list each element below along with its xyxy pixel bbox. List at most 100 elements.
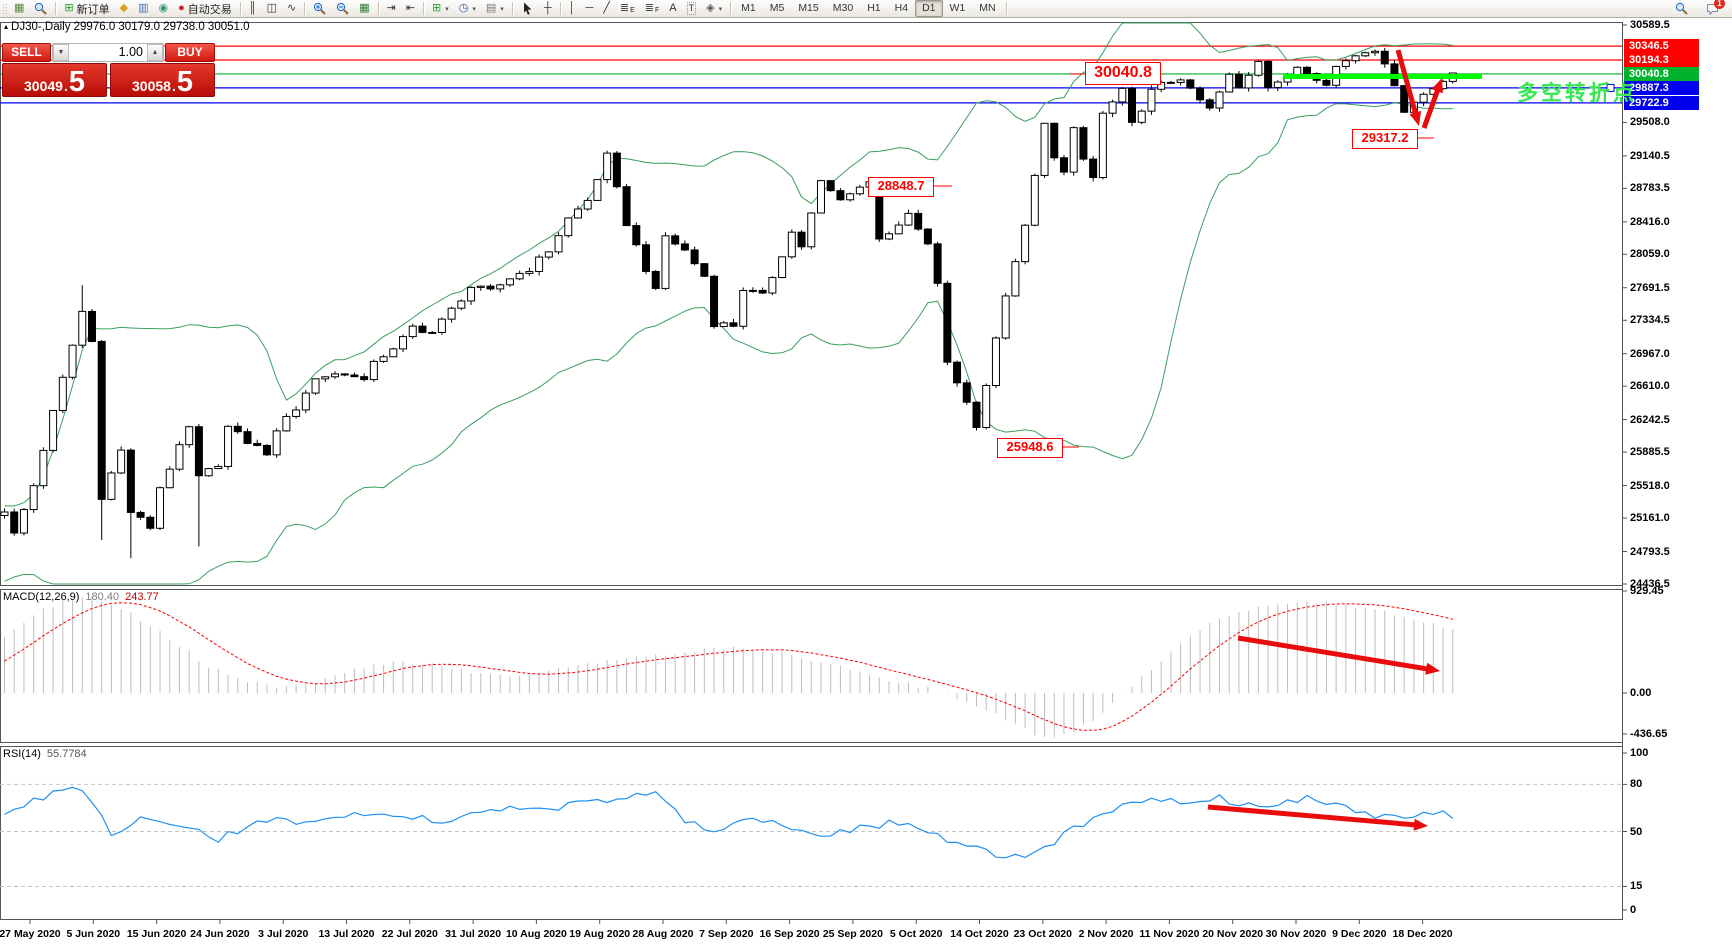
styles-bucket-icon[interactable]: ◆	[115, 0, 133, 18]
crosshair-icon[interactable]: ┼	[539, 0, 557, 18]
date-axis-label: 23 Oct 2020	[1013, 928, 1072, 940]
date-axis-label: 3 Jul 2020	[258, 928, 309, 940]
new-order-button[interactable]: ⊞ 新订单	[59, 0, 114, 18]
signals-icon[interactable]: ◉	[154, 0, 174, 18]
chart-shift-icon-glyph: ⇤	[405, 2, 416, 14]
timeframe-button-m15[interactable]: M15	[798, 2, 819, 14]
macd-name: MACD(12,26,9)	[3, 591, 80, 603]
date-axis-label: 20 Nov 2020	[1202, 928, 1264, 940]
date-axis-label: 19 Aug 2020	[569, 928, 631, 940]
chart-title: ▴ DJ30-,Daily 29976.0 30179.0 29738.0 300…	[4, 21, 250, 33]
cursor-icon[interactable]	[516, 0, 539, 18]
text-icon-glyph: A	[669, 2, 677, 14]
volume-input[interactable]: 1.00	[118, 45, 143, 59]
timeframe-button-h1[interactable]: H1	[867, 2, 881, 14]
text-label-icon[interactable]: T	[682, 0, 702, 18]
trendline-icon[interactable]: ╱	[598, 0, 615, 18]
price-annotation[interactable]: 30040.8	[1085, 62, 1161, 85]
search-icon[interactable]	[1670, 0, 1693, 18]
buy-button[interactable]: BUY	[165, 43, 215, 62]
buy-price-display[interactable]: 30058. 5	[110, 63, 215, 97]
date-axis-label: 13 Jul 2020	[318, 928, 375, 940]
sell-button[interactable]: SELL	[2, 43, 51, 62]
text-label-icon-glyph: T	[686, 2, 697, 15]
price-axis-tick: 25885.5	[1630, 446, 1670, 459]
ohlc-bars-icon[interactable]: ║	[244, 0, 262, 18]
timeframe-button-m5[interactable]: M5	[769, 2, 785, 14]
timeframe-button-d1[interactable]: D1	[915, 0, 943, 17]
buy-price-dot: .	[171, 78, 176, 94]
sell-price-dot: .	[63, 78, 68, 94]
templates-icon-glyph: ▤	[485, 2, 497, 14]
shapes-icon[interactable]: ◈ ▾	[706, 2, 723, 14]
price-axis-tick: 29508.0	[1630, 116, 1670, 129]
horizontal-line-icon[interactable]: ─	[580, 0, 598, 18]
date-axis-label: 18 Dec 2020	[1392, 928, 1453, 940]
sell-price-display[interactable]: 30049. 5	[2, 63, 107, 97]
rsi-axis-tick: 15	[1630, 880, 1643, 893]
date-axis-label: 31 Jul 2020	[445, 928, 502, 940]
price-axis-tick: 27334.5	[1630, 314, 1670, 327]
templates-icon[interactable]: ▤ ▾	[485, 2, 504, 14]
level-price-label: 29722.9	[1624, 95, 1699, 110]
auto-scroll-icon[interactable]: ⇥	[382, 0, 401, 18]
date-axis-label: 2 Nov 2020	[1078, 928, 1134, 940]
candlestick-chart-icon[interactable]: ◫	[262, 0, 282, 18]
vertical-line-icon[interactable]: │	[564, 0, 581, 18]
zoom-in-icon[interactable]	[308, 0, 331, 18]
level-price-label: 30346.5	[1624, 39, 1699, 54]
price-annotation[interactable]: 25948.6	[997, 438, 1063, 458]
price-axis-tick: 30589.5	[1630, 19, 1670, 31]
signals-icon-glyph: ◉	[158, 2, 169, 14]
new-order-button-label: 新订单	[76, 3, 110, 16]
tile-windows-icon-glyph: ▦	[359, 2, 370, 14]
macd-indicator-label: MACD(12,26,9) 180.40 243.77	[3, 591, 159, 603]
date-axis-label: 30 Nov 2020	[1265, 928, 1327, 940]
depth-of-market-icon[interactable]: ▥	[133, 0, 153, 18]
date-axis-label: 27 May 2020	[0, 928, 61, 940]
timeframe-button-mn[interactable]: MN	[979, 2, 996, 14]
price-axis-tick: 24793.5	[1630, 545, 1670, 558]
sell-price-frac: 5	[68, 66, 85, 98]
text-icon[interactable]: A	[664, 0, 681, 18]
add-indicator-icon-glyph: ⊞	[432, 2, 442, 14]
toolbar-grip[interactable]	[2, 2, 7, 15]
level-price-label: 30040.8	[1624, 66, 1699, 81]
date-axis-label: 16 Sep 2020	[759, 928, 820, 940]
fibo-retracement-icon[interactable]: ≣ E	[619, 2, 635, 15]
chart-window-icon[interactable]: ▦	[9, 0, 29, 18]
periods-icon[interactable]: ◷ ▾	[458, 2, 476, 14]
timeframe-button-w1[interactable]: W1	[949, 2, 966, 14]
timeframe-button-m1[interactable]: M1	[741, 2, 756, 14]
macd-value: 180.40	[85, 591, 120, 603]
chinese-note-text[interactable]: 多空转折点	[1517, 82, 1637, 105]
macd-signal-value: 243.77	[125, 591, 159, 603]
candlestick-chart-icon-glyph: ◫	[266, 2, 277, 14]
price-axis-tick: 26967.0	[1630, 347, 1670, 360]
data-preview-icon[interactable]	[29, 0, 52, 18]
line-chart-icon-glyph: ∿	[286, 2, 297, 14]
price-annotation[interactable]: 28848.7	[868, 177, 934, 197]
zoom-out-icon[interactable]	[331, 0, 354, 18]
fibo-fan-icon[interactable]: ≣ F	[644, 2, 660, 15]
volume-decrease-button[interactable]: ▼	[53, 44, 69, 61]
volume-increase-button[interactable]: ▲	[147, 44, 163, 61]
chart-shift-icon[interactable]: ⇤	[401, 0, 420, 18]
chart-title-text: DJ30-,Daily 29976.0 30179.0 29738.0 3005…	[11, 21, 250, 33]
line-chart-icon[interactable]: ∿	[282, 0, 301, 18]
auto-trading-button[interactable]: ● 自动交易	[173, 0, 237, 18]
price-annotation[interactable]: 29317.2	[1352, 129, 1418, 149]
notifications-icon[interactable]: 1	[1701, 0, 1725, 18]
date-axis-label: 10 Aug 2020	[505, 928, 567, 940]
tile-windows-icon[interactable]: ▦	[354, 0, 374, 18]
level-price-label: 30194.3	[1624, 52, 1699, 67]
rsi-value: 55.7784	[46, 748, 87, 760]
timeframe-button-m30[interactable]: M30	[832, 2, 854, 14]
collapse-triangle-icon[interactable]: ▴	[4, 22, 9, 31]
macd-axis-tick: 0.00	[1630, 687, 1652, 699]
add-indicator-icon[interactable]: ⊞ ▾	[432, 2, 449, 14]
depth-of-market-icon-glyph: ▥	[138, 2, 149, 14]
timeframe-button-h4[interactable]: H4	[894, 2, 909, 14]
auto-scroll-icon-glyph: ⇥	[386, 2, 396, 14]
